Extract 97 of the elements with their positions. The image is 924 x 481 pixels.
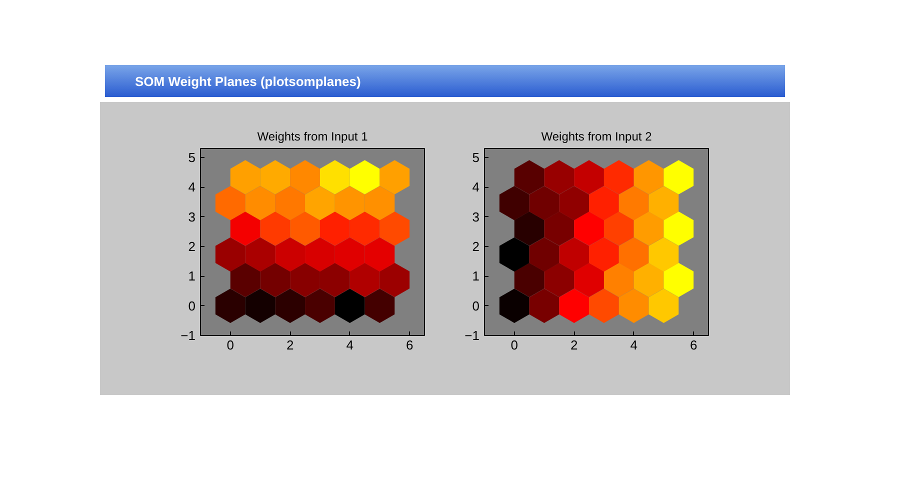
point xyxy=(604,160,634,194)
point xyxy=(275,288,306,323)
point xyxy=(230,212,260,246)
point xyxy=(634,212,664,246)
point xyxy=(350,160,380,194)
point xyxy=(334,186,365,220)
point xyxy=(648,288,679,323)
point xyxy=(499,237,530,272)
point xyxy=(364,186,395,220)
point xyxy=(589,186,619,220)
chart-title: Weights from Input 2 xyxy=(541,130,652,144)
x-tick-label: 0 xyxy=(226,338,234,352)
point xyxy=(290,160,320,194)
x-tick-label: 4 xyxy=(630,338,638,352)
point xyxy=(320,160,350,194)
point xyxy=(230,262,260,298)
text: SOM Weight Planes (plotsomplanes) xyxy=(135,73,361,91)
y-tick-label: 0 xyxy=(188,298,196,314)
point xyxy=(215,237,246,272)
point xyxy=(604,212,634,246)
point xyxy=(260,262,290,298)
point xyxy=(275,186,306,220)
y-tick-label: 5 xyxy=(188,150,196,165)
point xyxy=(604,262,634,298)
y-tick-label: −1 xyxy=(464,328,480,343)
point xyxy=(574,262,604,298)
point xyxy=(648,237,679,272)
point xyxy=(320,262,350,298)
point xyxy=(380,262,410,298)
point xyxy=(275,237,306,272)
point xyxy=(559,237,590,272)
point xyxy=(634,262,664,298)
point xyxy=(350,212,380,246)
y-tick-label: −1 xyxy=(180,328,196,343)
y-tick-label: 2 xyxy=(188,238,196,254)
x-tick-label: 0 xyxy=(510,338,518,352)
point xyxy=(320,212,350,246)
point xyxy=(290,212,320,246)
point xyxy=(544,160,574,194)
point xyxy=(664,160,694,194)
point xyxy=(380,212,410,246)
point xyxy=(574,212,604,246)
point xyxy=(648,186,679,220)
point xyxy=(245,237,276,272)
point xyxy=(334,237,365,272)
point xyxy=(634,160,664,194)
y-tick-label: 2 xyxy=(472,238,480,254)
x-tick-label: 4 xyxy=(346,338,354,352)
x-tick-label: 2 xyxy=(286,338,294,352)
point xyxy=(364,237,395,272)
point xyxy=(544,212,574,246)
point xyxy=(380,160,410,194)
x-tick-label: 6 xyxy=(406,338,414,352)
point xyxy=(514,160,544,194)
point xyxy=(529,237,560,272)
point xyxy=(245,186,276,220)
point xyxy=(499,288,530,323)
point xyxy=(544,262,574,298)
point xyxy=(559,288,590,323)
point xyxy=(260,212,290,246)
y-tick-label: 5 xyxy=(472,150,480,165)
point xyxy=(514,212,544,246)
point xyxy=(589,237,619,272)
y-tick-label: 3 xyxy=(472,209,480,224)
point xyxy=(215,186,246,220)
point xyxy=(364,288,395,323)
point xyxy=(245,288,276,323)
point xyxy=(618,237,649,272)
y-tick-label: 4 xyxy=(188,180,196,195)
point xyxy=(529,288,560,323)
y-tick-label: 1 xyxy=(472,268,480,284)
point xyxy=(499,186,530,220)
y-tick-label: 0 xyxy=(472,298,480,314)
point xyxy=(529,186,560,220)
y-tick-label: 3 xyxy=(188,209,196,224)
point xyxy=(559,186,590,220)
point xyxy=(574,160,604,194)
point xyxy=(618,186,649,220)
point xyxy=(260,160,290,194)
point xyxy=(589,288,619,323)
point xyxy=(618,288,649,323)
point xyxy=(350,262,380,298)
point xyxy=(664,212,694,246)
point xyxy=(514,262,544,298)
chart-title: Weights from Input 1 xyxy=(257,130,368,144)
y-tick-label: 1 xyxy=(188,268,196,284)
point xyxy=(305,237,335,272)
x-tick-label: 2 xyxy=(570,338,578,352)
point xyxy=(290,262,320,298)
point xyxy=(230,160,260,194)
point xyxy=(334,288,365,323)
point xyxy=(215,288,246,323)
point xyxy=(305,288,335,323)
point xyxy=(664,262,694,298)
y-tick-label: 4 xyxy=(472,180,480,195)
point xyxy=(305,186,335,220)
x-tick-label: 6 xyxy=(690,338,698,352)
